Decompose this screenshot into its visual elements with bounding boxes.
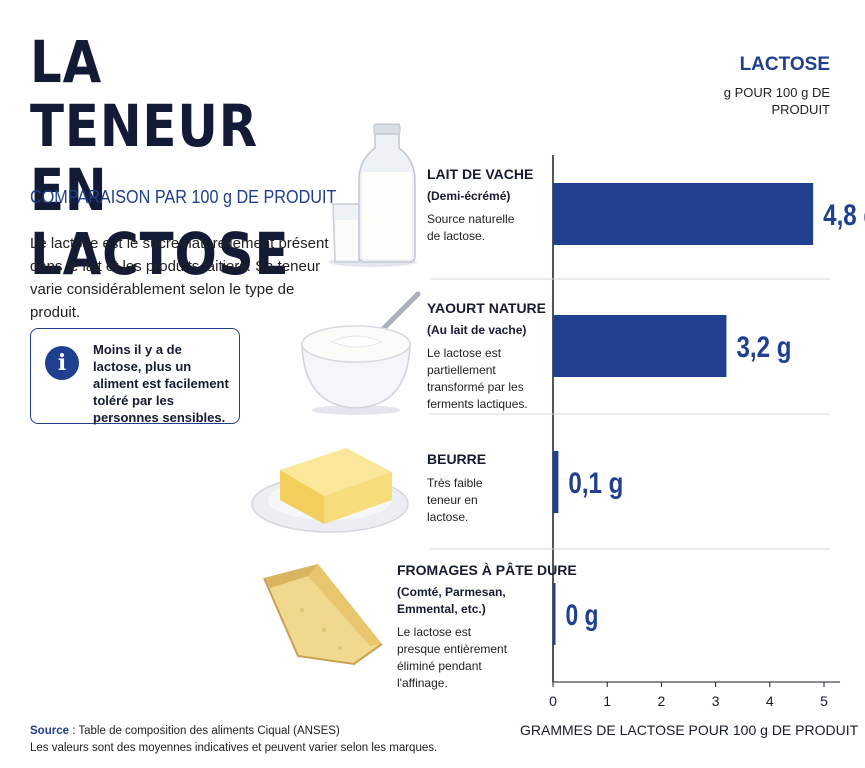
source-text: : Table de composition des aliments Ciqu… [69,725,340,737]
page-title: LA TENEUR EN LACTOSE [30,30,322,286]
category-sub: (Au lait de vache) [427,323,527,337]
category-label-yaourt: YAOURT NATURE (Au lait de vache) Le lact… [427,300,552,413]
source-note: Source : Table de composition des alimen… [30,723,437,757]
title-line-1: LA TENEUR EN [30,28,258,224]
x-axis-title: GRAMMES DE LACTOSE POUR 100 g DE PRODUIT [520,722,859,738]
category-name: FROMAGES À PÂTE DURE [397,562,577,578]
x-tick-label: 2 [658,693,666,709]
info-text: Moins il y a de lactose, plus un aliment… [93,342,229,425]
x-tick-label: 3 [712,693,720,709]
description-text: Le lactose est le sucre naturellement pr… [30,235,329,321]
category-desc: Le lactose est partiellement transformé … [427,346,528,411]
category-desc: Très faible teneur en lactose. [427,476,483,524]
category-label-fromages: FROMAGES À PÂTE DURE (Comté, Parmesan, E… [397,562,577,692]
category-sub: (Comté, Parmesan, Emmental, etc.) [397,585,506,616]
category-name: LAIT DE VACHE [427,166,534,182]
category-label-beurre: BEURRE Très faible teneur en lactose. [427,451,527,526]
bar-3 [553,451,559,513]
legend-subtitle: g POUR 100 g DE PRODUIT [723,85,830,117]
value-label: 4,8 g [823,199,865,232]
x-tick-label: 5 [820,693,828,709]
bar-2 [553,315,727,377]
milk-bottle-icon [329,123,417,267]
category-name: BEURRE [427,451,487,467]
category-label-lait: LAIT DE VACHE (Demi-écrémé) Source natur… [427,166,547,245]
yogurt-bowl-icon [301,291,421,415]
source-label: Source [30,725,69,737]
title-line-2: LACTOSE [30,220,290,288]
source-disclaimer: Les valeurs sont des moyennes indicative… [30,742,438,754]
page-subtitle: COMPARAISON PAR 100 g DE PRODUIT [30,187,337,207]
butter-icon [251,448,409,533]
value-label: 0 g [566,599,599,632]
category-desc: Source naturelle de lactose. [427,212,515,243]
source-line: Source : Table de composition des alimen… [30,723,437,740]
info-box: i Moins il y a de lactose, plus un alime… [30,328,240,425]
cheese-wedge-icon [263,564,383,666]
x-tick-label: 0 [549,693,557,709]
category-desc: Le lactose est presque entièrement élimi… [397,625,508,690]
info-icon: i [45,346,79,380]
category-name: YAOURT NATURE [427,300,547,316]
legend-title: LACTOSE [739,54,830,75]
value-label: 3,2 g [736,331,791,364]
bar-4 [553,583,556,645]
x-tick-label: 1 [603,693,611,709]
bar-1 [553,183,814,245]
x-tick-label: 4 [766,693,774,709]
category-sub: (Demi-écrémé) [427,189,511,203]
value-label: 0,1 g [568,467,623,500]
